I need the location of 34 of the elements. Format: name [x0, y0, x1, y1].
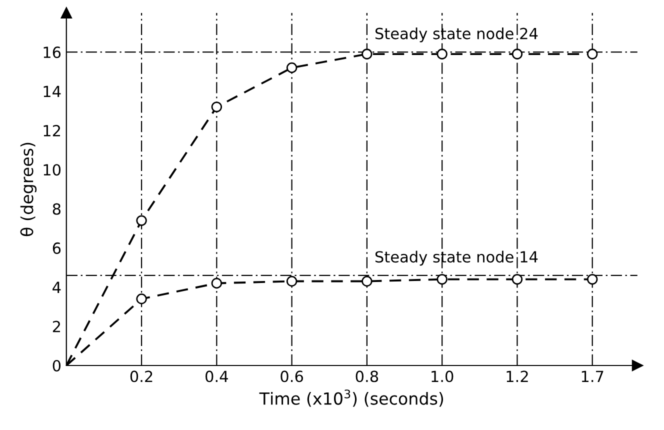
- x-tick-label: 0.6: [280, 370, 303, 382]
- point: [362, 276, 372, 287]
- x-tick-label: 1.7: [582, 370, 604, 382]
- x-tick-label: 0.8: [356, 370, 378, 382]
- y-tick-label: 12: [44, 124, 60, 136]
- point: [211, 278, 222, 289]
- point: [362, 48, 372, 60]
- y-tick-label: 14: [44, 86, 61, 98]
- x-tick-label: 1.0: [432, 370, 454, 382]
- y-tick-label: 0: [52, 360, 61, 372]
- point: [436, 48, 448, 60]
- y-tick-label: 8: [52, 203, 60, 215]
- x-tick-label: 0.2: [130, 370, 152, 382]
- point: [436, 274, 448, 285]
- point: [286, 62, 298, 74]
- ref-line-label: Steady state node 24: [375, 27, 538, 42]
- ref-line-label: Steady state node 14: [375, 250, 538, 266]
- point: [587, 48, 598, 60]
- point: [587, 274, 598, 285]
- y-axis-title: θ (degrees): [20, 142, 37, 236]
- y-tick-label: 16: [44, 46, 61, 58]
- point: [512, 274, 523, 285]
- y-tick-label: 2: [52, 320, 60, 332]
- x-axis-title: Time (x10$^{3}$) (seconds): [259, 390, 444, 407]
- point: [286, 276, 298, 287]
- point: [512, 48, 523, 60]
- point: [136, 215, 147, 226]
- y-tick-label: 10: [44, 164, 61, 176]
- point: [136, 294, 147, 304]
- x-tick-label: 0.4: [206, 370, 228, 382]
- y-tick-label: 4: [52, 282, 61, 293]
- point: [211, 102, 222, 112]
- y-tick-label: 6: [52, 242, 61, 254]
- x-tick-label: 1.2: [506, 370, 528, 382]
